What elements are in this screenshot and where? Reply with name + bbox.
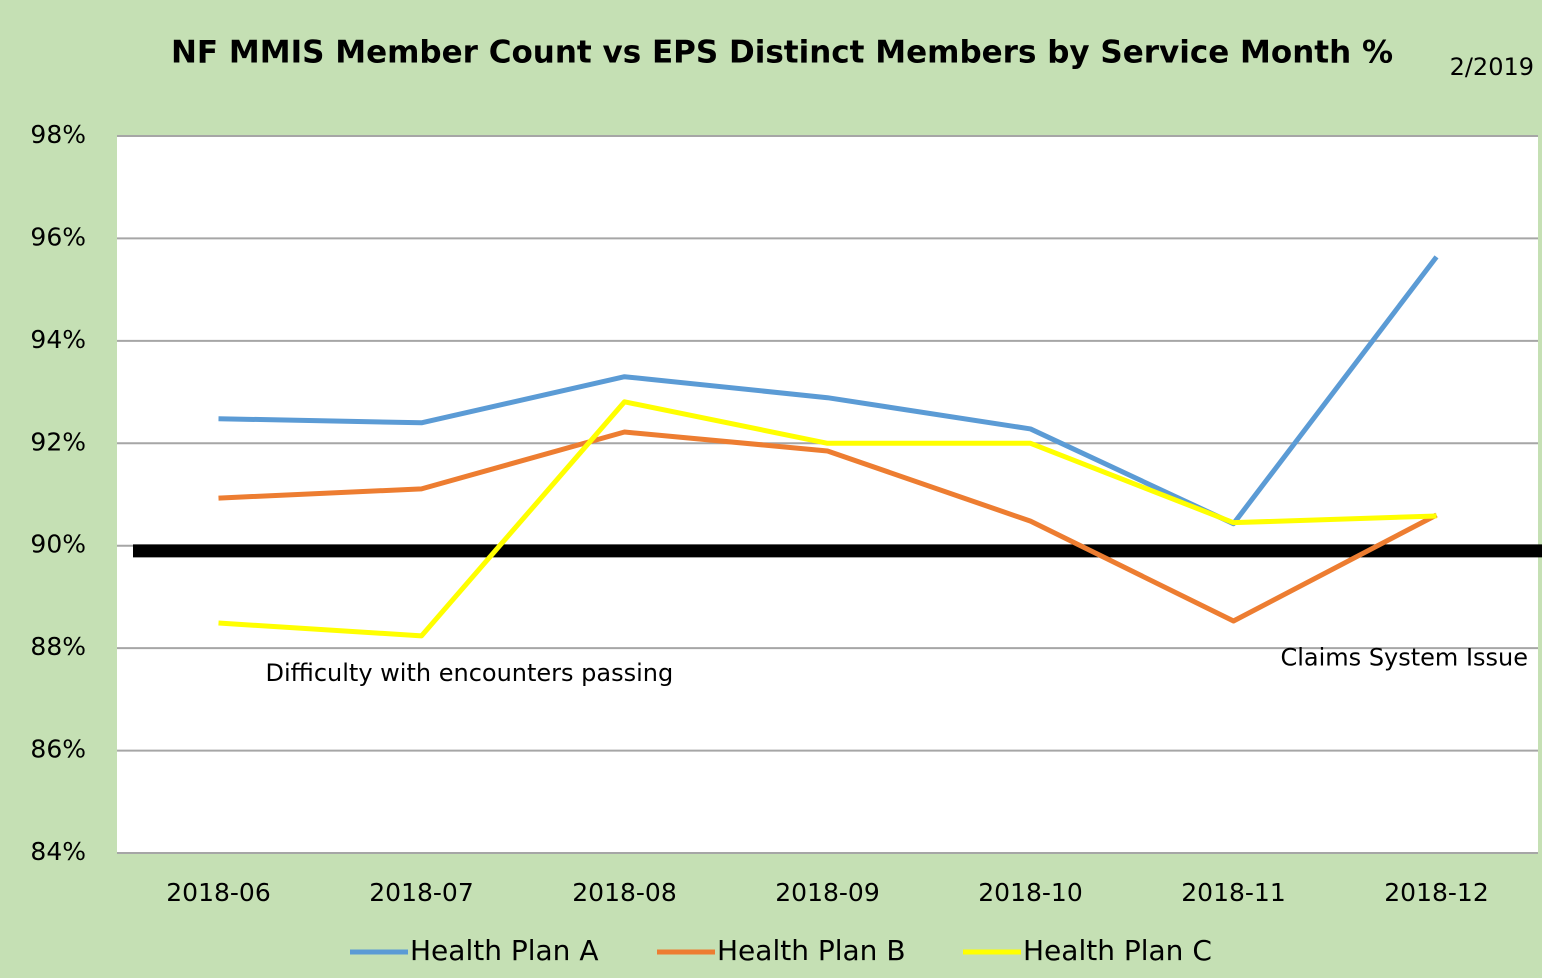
- x-tick-label: 2018-09: [775, 878, 879, 907]
- annotation: Claims System Issue: [1281, 643, 1529, 671]
- legend-label: Health Plan B: [717, 934, 906, 967]
- y-tick-label: 94%: [30, 325, 86, 354]
- x-tick-label: 2018-10: [978, 878, 1082, 907]
- y-tick-label: 84%: [30, 837, 86, 866]
- annotation: Difficulty with encounters passing: [266, 659, 674, 687]
- series-line: [218, 399, 1437, 639]
- legend-label: Health Plan A: [410, 934, 598, 967]
- y-tick-label: 98%: [30, 120, 86, 149]
- chart-title: NF MMIS Member Count vs EPS Distinct Mem…: [171, 35, 1393, 71]
- legend-label: Health Plan C: [1023, 934, 1212, 967]
- plot-area: [117, 136, 1538, 853]
- x-tick-label: 2018-06: [166, 878, 270, 907]
- x-tick-label: 2018-07: [369, 878, 473, 907]
- x-tick-label: 2018-08: [572, 878, 676, 907]
- series-line: [218, 429, 1438, 624]
- y-tick-label: 86%: [30, 735, 86, 764]
- y-tick-label: 88%: [30, 632, 86, 661]
- y-tick-label: 90%: [30, 530, 86, 559]
- x-tick-label: 2018-12: [1384, 878, 1488, 907]
- y-tick-label: 92%: [30, 427, 86, 456]
- x-tick-label: 2018-11: [1181, 878, 1285, 907]
- date-note: 2/2019: [1450, 53, 1534, 81]
- y-tick-label: 96%: [30, 222, 86, 251]
